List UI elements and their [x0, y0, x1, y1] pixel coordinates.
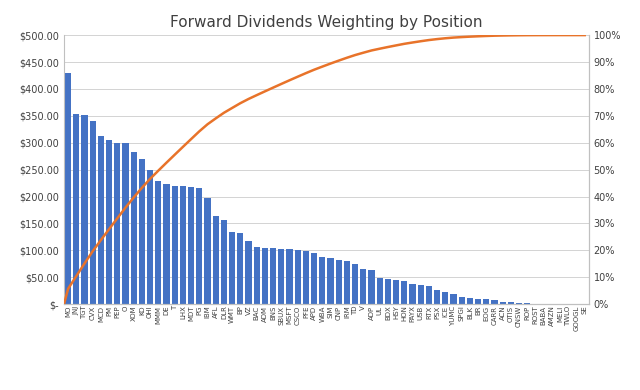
Bar: [180, 186, 186, 304]
Bar: [352, 264, 358, 304]
Bar: [98, 136, 104, 304]
Bar: [114, 143, 120, 304]
Bar: [139, 160, 145, 304]
Bar: [483, 300, 490, 304]
Bar: [451, 294, 456, 304]
Title: Forward Dividends Weighting by Position: Forward Dividends Weighting by Position: [170, 15, 483, 30]
Bar: [442, 292, 449, 304]
Bar: [500, 301, 506, 304]
Bar: [311, 253, 317, 304]
Bar: [172, 186, 178, 304]
Bar: [106, 140, 112, 304]
Bar: [229, 232, 235, 304]
Bar: [253, 246, 260, 304]
Bar: [393, 280, 399, 304]
Bar: [335, 260, 342, 304]
Bar: [196, 188, 202, 304]
Bar: [385, 279, 391, 304]
Bar: [401, 280, 408, 304]
Bar: [467, 298, 473, 304]
Bar: [319, 257, 325, 304]
Bar: [237, 232, 243, 304]
Bar: [65, 73, 71, 304]
Bar: [90, 121, 96, 304]
Bar: [360, 269, 366, 304]
Bar: [73, 114, 79, 304]
Bar: [475, 299, 481, 304]
Bar: [131, 152, 137, 304]
Bar: [245, 241, 252, 304]
Bar: [163, 184, 170, 304]
Bar: [434, 290, 440, 304]
Bar: [122, 143, 129, 304]
Bar: [508, 302, 514, 304]
Bar: [418, 285, 424, 304]
Bar: [287, 249, 292, 304]
Bar: [221, 220, 227, 304]
Bar: [188, 188, 194, 304]
Bar: [81, 115, 88, 304]
Bar: [156, 181, 161, 304]
Bar: [369, 270, 374, 304]
Bar: [516, 303, 522, 304]
Bar: [459, 297, 465, 304]
Bar: [410, 284, 415, 304]
Bar: [212, 216, 219, 304]
Bar: [147, 170, 153, 304]
Bar: [294, 250, 301, 304]
Bar: [303, 251, 309, 304]
Bar: [262, 248, 268, 304]
Bar: [376, 278, 383, 304]
Bar: [344, 261, 350, 304]
Bar: [426, 286, 432, 304]
Bar: [270, 248, 276, 304]
Bar: [492, 300, 497, 304]
Bar: [204, 198, 211, 304]
Bar: [278, 249, 284, 304]
Bar: [524, 303, 531, 304]
Bar: [328, 259, 333, 304]
